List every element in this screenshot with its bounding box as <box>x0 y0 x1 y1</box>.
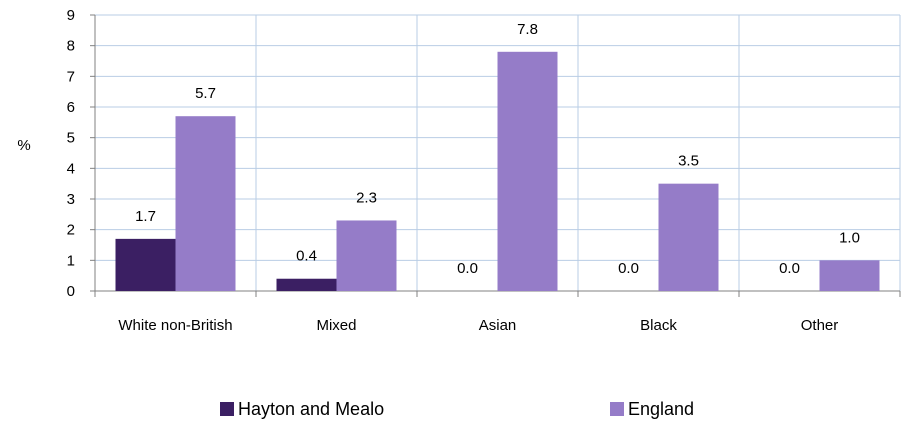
data-label: 3.5 <box>678 153 699 170</box>
y-tick-label: 3 <box>67 191 75 208</box>
bar <box>336 220 397 291</box>
y-tick-label: 0 <box>67 283 75 300</box>
bar <box>175 116 236 291</box>
y-tick-label: 9 <box>67 7 75 24</box>
data-label: 0.4 <box>296 248 317 265</box>
legend-swatch <box>220 402 234 416</box>
bar <box>115 238 176 291</box>
legend-label: Hayton and Mealo <box>238 399 384 419</box>
data-label: 5.7 <box>195 85 216 102</box>
x-tick-label: Other <box>801 317 839 334</box>
y-tick-label: 1 <box>67 252 75 269</box>
data-label: 0.0 <box>618 260 639 277</box>
y-tick-label: 6 <box>67 99 75 116</box>
bar <box>497 51 558 291</box>
data-labels: 1.7 5.7 0.4 2.3 0.0 7.8 0.0 3.5 0.0 1.0 <box>135 21 860 277</box>
y-axis-label: % <box>17 137 30 154</box>
x-tick-label: Mixed <box>316 317 356 334</box>
bars <box>115 51 880 291</box>
x-tick-label: White non-British <box>118 317 232 334</box>
x-tick-label: Asian <box>479 317 517 334</box>
y-tick-label: 4 <box>67 160 75 177</box>
data-label: 0.0 <box>457 260 478 277</box>
bar <box>819 260 880 291</box>
y-tick-label: 5 <box>67 130 75 147</box>
x-tick-label: Black <box>640 317 677 334</box>
data-label: 1.0 <box>839 229 860 246</box>
data-label: 2.3 <box>356 189 377 206</box>
bar <box>658 183 719 291</box>
data-label: 0.0 <box>779 260 800 277</box>
legend-swatch <box>610 402 624 416</box>
data-label: 7.8 <box>517 21 538 38</box>
bar <box>276 278 337 291</box>
data-label: 1.7 <box>135 208 156 225</box>
y-tick-label: 2 <box>67 222 75 239</box>
y-tick-label: 8 <box>67 38 75 55</box>
legend-label: England <box>628 399 694 419</box>
legend: Hayton and Mealo England <box>220 399 694 419</box>
y-tick-label: 7 <box>67 68 75 85</box>
